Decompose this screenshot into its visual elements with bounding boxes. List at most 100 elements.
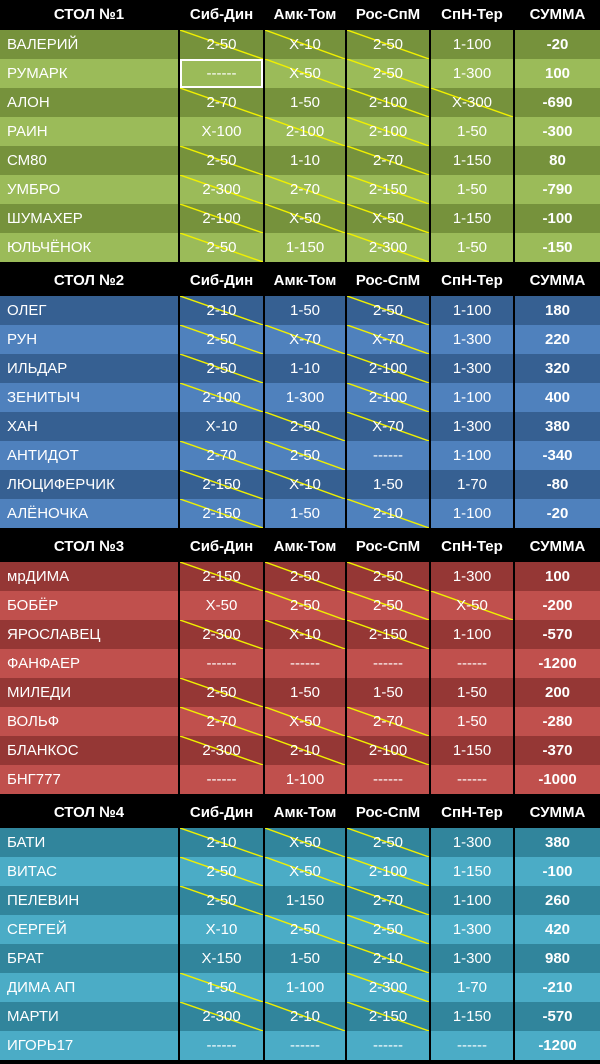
column-header[interactable]: СпН-Тер <box>431 798 513 827</box>
pick-cell[interactable]: 2-50 <box>180 30 263 59</box>
pick-cell[interactable]: 1-100 <box>431 499 513 528</box>
pick-cell[interactable]: 1-300 <box>431 412 513 441</box>
pick-cell[interactable]: 2-300 <box>180 736 263 765</box>
pick-cell[interactable]: 2-150 <box>180 562 263 591</box>
pick-cell[interactable]: 1-50 <box>431 707 513 736</box>
player-name[interactable]: АЛОН <box>0 88 178 117</box>
pick-cell[interactable]: 2-50 <box>265 915 345 944</box>
player-name[interactable]: РАИН <box>0 117 178 146</box>
column-header[interactable]: СпН-Тер <box>431 266 513 295</box>
pick-cell[interactable]: 1-300 <box>431 828 513 857</box>
column-header[interactable]: Амк-Том <box>265 266 345 295</box>
pick-cell[interactable]: Х-50 <box>265 707 345 736</box>
pick-cell[interactable]: 2-100 <box>347 383 429 412</box>
pick-cell[interactable]: 2-10 <box>265 1002 345 1031</box>
pick-cell[interactable]: 1-10 <box>265 146 345 175</box>
pick-cell[interactable]: 1-150 <box>431 736 513 765</box>
row-sum[interactable]: -210 <box>515 973 600 1002</box>
column-header[interactable]: Амк-Том <box>265 0 345 29</box>
pick-cell[interactable]: ------ <box>180 765 263 794</box>
pick-cell[interactable]: 1-50 <box>265 499 345 528</box>
pick-cell[interactable]: 2-150 <box>347 620 429 649</box>
row-sum[interactable]: -1200 <box>515 649 600 678</box>
column-header[interactable]: СУММА <box>515 0 600 29</box>
pick-cell[interactable]: 1-150 <box>431 1002 513 1031</box>
pick-cell[interactable]: 2-150 <box>180 470 263 499</box>
column-header[interactable]: Рос-СпМ <box>347 798 429 827</box>
player-name[interactable]: МИЛЕДИ <box>0 678 178 707</box>
pick-cell[interactable]: 2-70 <box>265 175 345 204</box>
column-header[interactable]: Сиб-Дин <box>180 532 263 561</box>
column-header[interactable]: СУММА <box>515 798 600 827</box>
pick-cell[interactable]: 1-50 <box>347 470 429 499</box>
pick-cell[interactable]: 2-150 <box>180 499 263 528</box>
pick-cell[interactable]: ------ <box>347 765 429 794</box>
pick-cell[interactable]: 2-100 <box>347 354 429 383</box>
player-name[interactable]: СМ80 <box>0 146 178 175</box>
pick-cell[interactable]: Х-70 <box>347 325 429 354</box>
row-sum[interactable]: 420 <box>515 915 600 944</box>
player-name[interactable]: ВАЛЕРИЙ <box>0 30 178 59</box>
pick-cell[interactable]: 2-50 <box>180 325 263 354</box>
row-sum[interactable]: -1000 <box>515 765 600 794</box>
pick-cell[interactable]: 2-10 <box>180 828 263 857</box>
player-name[interactable]: ХАН <box>0 412 178 441</box>
pick-cell[interactable]: 2-50 <box>347 915 429 944</box>
pick-cell[interactable]: Х-70 <box>347 412 429 441</box>
pick-cell[interactable]: 1-150 <box>431 146 513 175</box>
pick-cell[interactable]: ------ <box>180 59 263 88</box>
pick-cell[interactable]: 2-50 <box>265 591 345 620</box>
table-title[interactable]: СТОЛ №1 <box>0 0 178 29</box>
pick-cell[interactable]: 2-50 <box>180 857 263 886</box>
pick-cell[interactable]: 2-50 <box>180 233 263 262</box>
row-sum[interactable]: -1200 <box>515 1031 600 1060</box>
pick-cell[interactable]: ------ <box>431 1031 513 1060</box>
pick-cell[interactable]: 2-50 <box>265 412 345 441</box>
pick-cell[interactable]: 2-50 <box>180 678 263 707</box>
row-sum[interactable]: 320 <box>515 354 600 383</box>
pick-cell[interactable]: Х-10 <box>265 470 345 499</box>
column-header[interactable]: Рос-СпМ <box>347 0 429 29</box>
row-sum[interactable]: -20 <box>515 499 600 528</box>
pick-cell[interactable]: 2-10 <box>180 296 263 325</box>
row-sum[interactable]: 100 <box>515 59 600 88</box>
pick-cell[interactable]: 1-50 <box>265 88 345 117</box>
column-header[interactable]: Сиб-Дин <box>180 266 263 295</box>
pick-cell[interactable]: 1-150 <box>431 857 513 886</box>
pick-cell[interactable]: 1-300 <box>431 915 513 944</box>
player-name[interactable]: СЕРГЕЙ <box>0 915 178 944</box>
row-sum[interactable]: -340 <box>515 441 600 470</box>
player-name[interactable]: ШУМАХЕР <box>0 204 178 233</box>
column-header[interactable]: Амк-Том <box>265 532 345 561</box>
column-header[interactable]: Сиб-Дин <box>180 798 263 827</box>
player-name[interactable]: ОЛЕГ <box>0 296 178 325</box>
pick-cell[interactable]: 1-300 <box>265 383 345 412</box>
pick-cell[interactable]: 2-150 <box>347 175 429 204</box>
pick-cell[interactable]: 2-70 <box>347 146 429 175</box>
row-sum[interactable]: -570 <box>515 1002 600 1031</box>
row-sum[interactable]: -790 <box>515 175 600 204</box>
pick-cell[interactable]: ------ <box>347 649 429 678</box>
pick-cell[interactable]: ------ <box>180 1031 263 1060</box>
player-name[interactable]: АНТИДОТ <box>0 441 178 470</box>
pick-cell[interactable]: 2-50 <box>347 591 429 620</box>
pick-cell[interactable]: Х-100 <box>180 117 263 146</box>
pick-cell[interactable]: Х-50 <box>347 204 429 233</box>
pick-cell[interactable]: 2-50 <box>347 296 429 325</box>
pick-cell[interactable]: 2-100 <box>180 204 263 233</box>
row-sum[interactable]: -200 <box>515 591 600 620</box>
player-name[interactable]: ВОЛЬФ <box>0 707 178 736</box>
pick-cell[interactable]: 1-100 <box>431 441 513 470</box>
pick-cell[interactable]: ------ <box>431 765 513 794</box>
pick-cell[interactable]: Х-10 <box>265 30 345 59</box>
row-sum[interactable]: 80 <box>515 146 600 175</box>
pick-cell[interactable]: 2-100 <box>347 117 429 146</box>
row-sum[interactable]: 380 <box>515 828 600 857</box>
pick-cell[interactable]: 2-100 <box>180 383 263 412</box>
pick-cell[interactable]: ------ <box>347 441 429 470</box>
pick-cell[interactable]: 1-50 <box>431 117 513 146</box>
player-name[interactable]: БЛАНКОС <box>0 736 178 765</box>
player-name[interactable]: БНГ777 <box>0 765 178 794</box>
pick-cell[interactable]: 1-100 <box>265 973 345 1002</box>
row-sum[interactable]: -570 <box>515 620 600 649</box>
